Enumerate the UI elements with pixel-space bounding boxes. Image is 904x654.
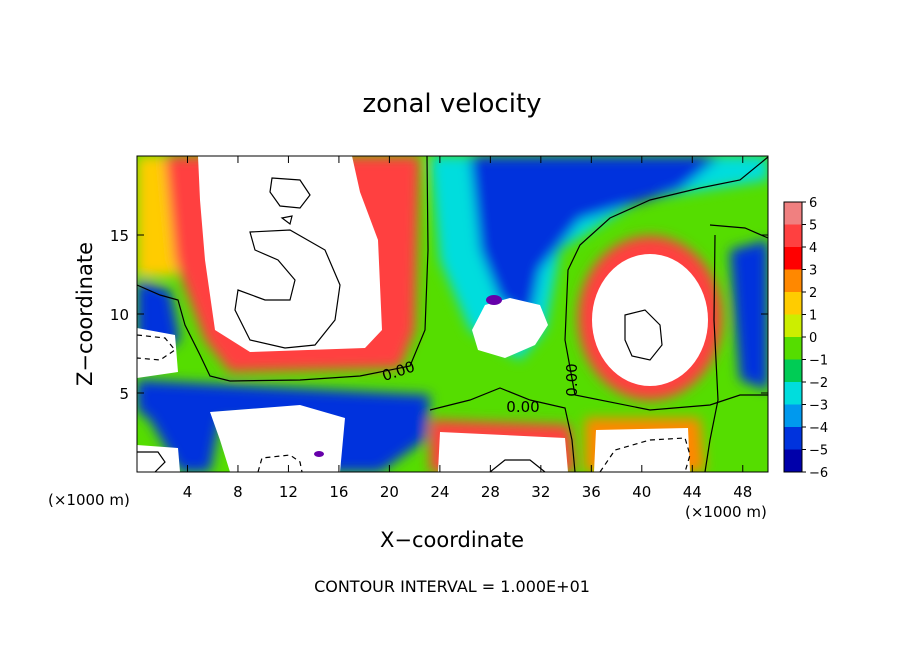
- white-region-lower-left: [210, 405, 345, 472]
- purple-spot-lower: [314, 451, 324, 457]
- contour-label-right: 0.00: [563, 363, 581, 396]
- white-region-bottom-right: [594, 428, 690, 472]
- colorbar-segment: [784, 269, 802, 293]
- y-tick-label: 5: [119, 385, 129, 403]
- colorbar-label: 3: [809, 264, 817, 279]
- contour-negative-bottom-right: [599, 437, 691, 472]
- x-tick-label: 20: [380, 483, 399, 501]
- contour-zero-right: [564, 156, 768, 411]
- white-region-right: [592, 254, 708, 386]
- contour-zero-far-right: [709, 224, 768, 239]
- colorbar-label: −5: [809, 444, 828, 459]
- colorbar-segment: [784, 359, 802, 383]
- contour-positive-right: [624, 309, 663, 361]
- colorbar-label: 2: [809, 286, 817, 301]
- x-tick-label: 8: [233, 483, 243, 501]
- y-tick-label: 15: [110, 227, 129, 245]
- y-axis-title: Z−coordinate: [73, 242, 97, 386]
- colorbar-segment: [784, 314, 802, 338]
- x-tick-label: 32: [531, 483, 550, 501]
- y-tick-label: 10: [110, 306, 129, 324]
- x-tick-label: 12: [279, 483, 298, 501]
- contour-positive-tiny: [280, 215, 293, 226]
- contour-small-bottom-middle: [489, 459, 546, 472]
- x-tick-label: 24: [430, 483, 449, 501]
- contour-positive-top-left: [234, 229, 341, 349]
- white-region-bottom-middle: [438, 432, 568, 472]
- colorbar-label: 6: [809, 196, 817, 211]
- colorbar-label: 1: [809, 309, 817, 324]
- x-axis: 4 8 12 16 20 24 28 32 36 40 44 48: [183, 156, 752, 501]
- contour-negative-left: [137, 334, 176, 361]
- x-tick-label: 36: [582, 483, 601, 501]
- contour-positive-small: [269, 177, 311, 209]
- x-tick-label: 16: [329, 483, 348, 501]
- colorbar-segment: [784, 382, 802, 405]
- colorbar-label: 0: [809, 331, 817, 346]
- colorbar: 6 5 4 3 2 1 0 −1 −2 −3 −4 −5 −6: [783, 196, 828, 481]
- x-tick-label: 4: [183, 483, 193, 501]
- contour-zero-center: [429, 387, 576, 472]
- white-region-center: [472, 298, 548, 358]
- x-unit-left: (×1000 m): [48, 491, 130, 509]
- purple-spot-center: [486, 295, 502, 305]
- colorbar-label: −1: [809, 354, 828, 369]
- colorbar-segment: [784, 449, 802, 473]
- colorbar-label: −4: [809, 421, 828, 436]
- colorbar-label: 5: [809, 219, 817, 234]
- white-region-top-left: [198, 156, 382, 352]
- colorbar-segment: [784, 224, 802, 248]
- x-tick-label: 48: [733, 483, 752, 501]
- colorbar-label: −6: [809, 466, 828, 481]
- y-axis: 5 10 15: [110, 227, 768, 403]
- colorbar-label: 4: [809, 241, 817, 256]
- x-tick-label: 40: [632, 483, 651, 501]
- field-saturated-regions: [137, 156, 708, 472]
- contour-zero-left: [137, 156, 429, 382]
- x-axis-title: X−coordinate: [380, 528, 524, 552]
- colorbar-segment: [784, 427, 802, 450]
- band-right-blue: [730, 240, 768, 390]
- band-deep-blue-column: [470, 156, 720, 320]
- colorbar-segment: [784, 292, 802, 315]
- plot-area: 0.00 0.00 0.00: [137, 156, 768, 472]
- colorbar-label: −2: [809, 376, 828, 391]
- contour-small-bottom-left: [137, 451, 166, 472]
- colorbar-segment: [784, 202, 802, 225]
- colorbar-label: −3: [809, 399, 828, 414]
- contour-interval-note: CONTOUR INTERVAL = 1.000E+01: [314, 577, 590, 596]
- colorbar-segment: [784, 247, 802, 270]
- band-lower-blue: [137, 380, 430, 472]
- x-unit-right: (×1000 m): [685, 503, 767, 521]
- contour-label-center: 0.00: [506, 398, 539, 416]
- chart-title: zonal velocity: [362, 89, 541, 119]
- contour-zero-right-column: [704, 234, 719, 472]
- colorbar-segment: [784, 337, 802, 360]
- contour-negative-bottom-left: [257, 454, 303, 472]
- colorbar-segment: [784, 404, 802, 428]
- x-tick-label: 28: [481, 483, 500, 501]
- x-tick-label: 44: [683, 483, 702, 501]
- contour-lines: [137, 156, 768, 472]
- white-region-left-edge: [137, 328, 178, 378]
